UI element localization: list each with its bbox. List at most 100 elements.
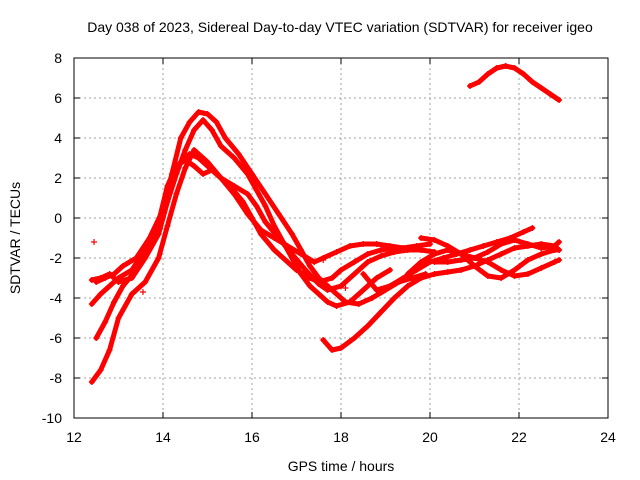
data-point <box>88 379 95 385</box>
series-track-e <box>88 117 393 309</box>
data-point <box>191 147 198 153</box>
data-point <box>493 65 500 71</box>
data-point <box>186 119 193 125</box>
data-point <box>128 267 135 273</box>
data-point <box>342 285 349 291</box>
data-point <box>413 243 420 249</box>
data-point <box>502 63 509 69</box>
data-point <box>213 119 220 125</box>
series-outliers <box>91 239 402 295</box>
data-point <box>364 251 371 257</box>
data-point <box>333 249 340 255</box>
data-point <box>253 203 260 209</box>
y-axis: -10 -8 -6 -4 -2 0 2 4 6 8 <box>42 50 608 426</box>
data-point <box>142 255 149 261</box>
data-point <box>351 271 358 277</box>
data-point <box>262 203 269 209</box>
data-point <box>208 127 215 133</box>
data-point <box>177 135 184 141</box>
data-point <box>400 275 407 281</box>
data-point <box>538 85 545 91</box>
data-point <box>320 257 327 263</box>
data-point <box>297 247 304 253</box>
data-point <box>271 247 278 253</box>
data-point <box>329 275 336 281</box>
data-point <box>360 271 367 277</box>
data-point <box>91 239 98 245</box>
data-point <box>431 271 438 277</box>
y-tick-label: 8 <box>54 50 62 66</box>
data-point <box>244 211 251 217</box>
data-point <box>182 165 189 171</box>
data-point <box>364 259 371 265</box>
y-tick-label: -6 <box>50 330 63 346</box>
data-point <box>289 231 296 237</box>
y-tick-label: 6 <box>54 90 62 106</box>
y-tick-label: -8 <box>50 370 63 386</box>
data-point <box>297 271 304 277</box>
series-track-k <box>467 63 563 103</box>
data-point <box>195 155 202 161</box>
data-point <box>231 155 238 161</box>
data-point <box>431 237 438 243</box>
data-point <box>338 267 344 273</box>
data-point <box>93 335 100 341</box>
data-point <box>182 147 189 153</box>
data-point <box>208 167 215 173</box>
data-point <box>400 245 407 251</box>
data-point <box>329 347 336 353</box>
data-point <box>538 245 545 251</box>
data-point <box>467 83 474 89</box>
data-point <box>404 283 411 289</box>
data-point <box>409 275 416 281</box>
data-point <box>391 295 398 301</box>
data-point <box>524 257 531 263</box>
data-point <box>524 241 531 247</box>
data-point <box>253 187 260 193</box>
data-point <box>302 267 309 273</box>
data-point <box>373 287 380 293</box>
data-point <box>186 151 193 157</box>
data-point <box>480 243 487 249</box>
data-point <box>556 257 563 263</box>
data-point <box>306 283 313 289</box>
data-point <box>244 191 251 197</box>
data-point <box>128 275 135 281</box>
data-point <box>315 275 322 281</box>
data-point <box>369 295 376 301</box>
data-points <box>88 63 563 385</box>
data-point <box>444 259 451 265</box>
data-point <box>431 251 438 257</box>
y-tick-label: 2 <box>54 170 62 186</box>
series-track-d <box>93 109 429 307</box>
data-point <box>520 229 527 235</box>
data-point <box>204 163 211 169</box>
data-point <box>164 223 171 229</box>
data-point <box>235 151 242 157</box>
data-point <box>418 259 425 265</box>
x-tick-label: 18 <box>333 429 349 445</box>
data-point <box>271 235 278 241</box>
x-axis-label: GPS time / hours <box>288 458 395 474</box>
data-point <box>346 243 353 249</box>
data-point <box>547 91 554 97</box>
data-point <box>329 287 336 293</box>
data-point <box>444 269 451 275</box>
data-point <box>511 245 518 251</box>
data-point <box>306 275 313 281</box>
data-point <box>97 291 104 297</box>
x-tick-label: 22 <box>511 429 527 445</box>
data-point <box>289 255 296 261</box>
data-point <box>511 237 518 243</box>
data-point <box>404 271 411 277</box>
data-point <box>262 191 269 197</box>
data-point <box>373 241 380 247</box>
data-point <box>475 79 482 85</box>
chart-title: Day 038 of 2023, Sidereal Day-to-day VTE… <box>87 19 593 35</box>
data-point <box>378 247 385 253</box>
data-point <box>418 247 425 253</box>
y-tick-label: -2 <box>50 250 63 266</box>
data-point <box>351 259 358 265</box>
data-point <box>217 175 224 181</box>
data-point <box>97 275 104 281</box>
